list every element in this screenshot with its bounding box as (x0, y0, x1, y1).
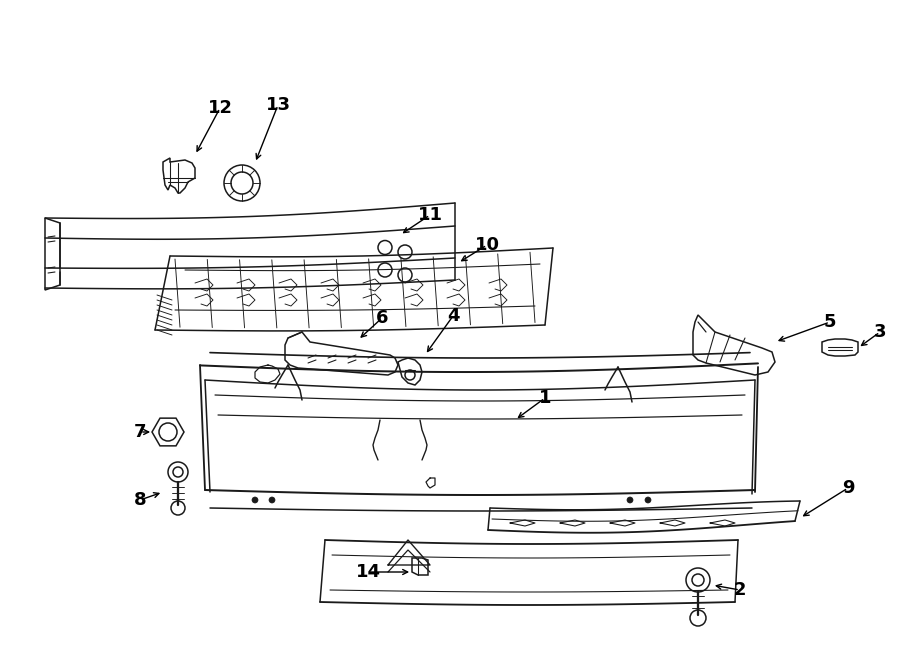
Circle shape (252, 497, 258, 503)
Circle shape (269, 497, 275, 503)
Text: 5: 5 (824, 313, 836, 331)
Text: 11: 11 (418, 206, 443, 224)
Text: 14: 14 (356, 563, 381, 581)
Text: 6: 6 (376, 309, 388, 327)
Text: 9: 9 (842, 479, 854, 497)
Circle shape (645, 497, 651, 503)
Text: 4: 4 (446, 307, 459, 325)
Circle shape (627, 497, 633, 503)
Text: 1: 1 (539, 389, 551, 407)
Text: 2: 2 (734, 581, 746, 599)
Text: 12: 12 (208, 99, 232, 117)
Text: 7: 7 (134, 423, 146, 441)
Text: 10: 10 (474, 236, 500, 254)
Text: 3: 3 (874, 323, 886, 341)
Text: 13: 13 (266, 96, 291, 114)
Text: 8: 8 (134, 491, 147, 509)
